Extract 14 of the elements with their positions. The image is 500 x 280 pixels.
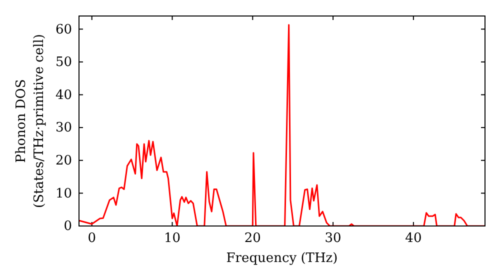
y-tick-label: 40 — [55, 88, 72, 103]
y-tick-label: 20 — [55, 154, 72, 169]
y-tick-label: 10 — [55, 186, 72, 202]
x-tick-label: 10 — [164, 231, 181, 246]
y-tick-label: 60 — [55, 22, 72, 38]
x-tick-label: 20 — [244, 231, 261, 246]
x-axis-title: Frequency (THz) — [226, 251, 338, 266]
y-tick-label: 30 — [55, 120, 72, 136]
y-axis-title: Phonon DOS (States/THz·primitive cell) — [14, 34, 47, 208]
x-tick-label: 40 — [405, 231, 422, 246]
y-tick-label: 0 — [64, 219, 72, 234]
x-tick-label: 0 — [88, 231, 96, 246]
x-tick-label: 30 — [324, 231, 342, 246]
y-tick-label: 50 — [55, 55, 72, 70]
